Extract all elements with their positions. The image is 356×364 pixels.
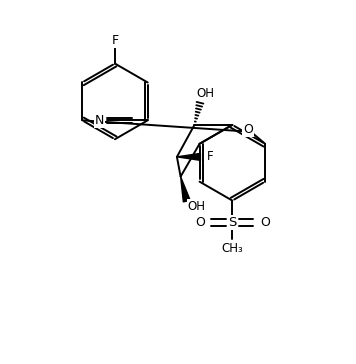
Polygon shape — [180, 177, 190, 202]
Text: O: O — [195, 216, 205, 229]
Text: F: F — [206, 150, 213, 163]
Polygon shape — [177, 153, 200, 161]
Text: O: O — [260, 216, 270, 229]
Text: OH: OH — [188, 200, 205, 213]
Text: F: F — [111, 33, 119, 47]
Text: S: S — [228, 216, 236, 229]
Text: OH: OH — [196, 87, 214, 100]
Text: CH₃: CH₃ — [221, 242, 243, 255]
Text: N: N — [95, 114, 104, 127]
Text: O: O — [244, 123, 253, 136]
